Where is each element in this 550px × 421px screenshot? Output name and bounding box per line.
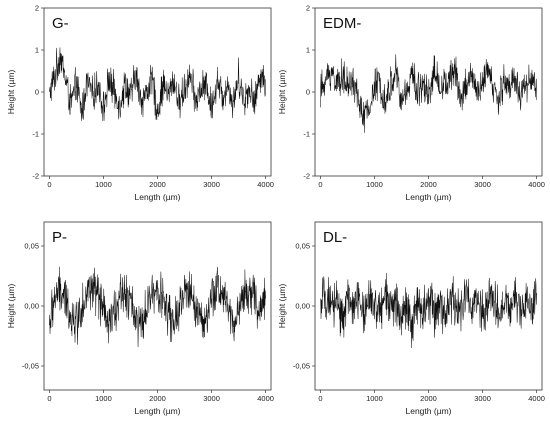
x-tick-label: 1000 — [366, 394, 383, 403]
y-tick-label: 1 — [306, 46, 310, 55]
x-tick-label: 3000 — [474, 180, 491, 189]
y-tick-label: -2 — [32, 172, 39, 181]
panel-label: DL- — [323, 229, 347, 246]
x-tick-label: 4000 — [257, 180, 274, 189]
y-tick-label: 0,05 — [295, 242, 310, 251]
panel-label: P- — [52, 229, 67, 246]
x-tick-label: 0 — [318, 180, 322, 189]
y-axis-title: Height (µm) — [6, 70, 16, 115]
chart-panel: 0 1000 2000 3000 4000 -2 -1 0 1 2 Length (µm) Heigh… — [6, 4, 274, 202]
x-tick-label: 3000 — [474, 394, 491, 403]
y-tick-label: 2 — [35, 4, 39, 13]
y-tick-label: -0,05 — [22, 362, 39, 371]
panel-label: G- — [52, 15, 69, 32]
x-axis-title: Length (µm) — [406, 192, 452, 202]
y-tick-label: 2 — [306, 4, 310, 13]
y-axis-title: Height (µm) — [277, 70, 287, 115]
x-tick-label: 4000 — [528, 394, 545, 403]
chart-panel: 0 1000 2000 3000 4000 -0,05 0,00 0,05 Length (µm… — [6, 221, 274, 416]
y-axis-title: Height (µm) — [277, 284, 287, 329]
x-axis-title: Length (µm) — [406, 406, 452, 416]
x-axis-title: Length (µm) — [135, 406, 181, 416]
profile-line — [49, 47, 266, 122]
x-tick-label: 3000 — [203, 180, 220, 189]
y-tick-label: 0 — [306, 88, 310, 97]
x-axis-title: Length (µm) — [135, 192, 181, 202]
y-tick-label: 1 — [35, 46, 39, 55]
y-tick-label: -2 — [303, 172, 310, 181]
y-tick-label: -1 — [32, 130, 39, 139]
profile-line — [320, 272, 537, 349]
chart-panel: 0 1000 2000 3000 4000 -2 -1 0 1 2 Length (µm) Heigh… — [277, 4, 545, 202]
chart-panel: 0 1000 2000 3000 4000 -0,05 0,00 0,05 Length (µm… — [277, 221, 545, 416]
x-tick-label: 4000 — [528, 180, 545, 189]
x-tick-label: 0 — [47, 394, 51, 403]
x-tick-label: 2000 — [420, 394, 437, 403]
y-tick-label: 0,00 — [24, 302, 39, 311]
x-tick-label: 1000 — [95, 394, 112, 403]
x-tick-label: 2000 — [149, 394, 166, 403]
x-tick-label: 3000 — [203, 394, 220, 403]
y-axis-title: Height (µm) — [6, 284, 16, 329]
y-tick-label: 0 — [35, 88, 39, 97]
y-tick-label: 0,00 — [295, 302, 310, 311]
x-tick-label: 0 — [318, 394, 322, 403]
profile-line — [320, 54, 537, 133]
x-tick-label: 1000 — [366, 180, 383, 189]
x-tick-label: 4000 — [257, 394, 274, 403]
y-tick-label: -1 — [303, 130, 310, 139]
x-tick-label: 2000 — [420, 180, 437, 189]
y-tick-label: -0,05 — [293, 362, 310, 371]
x-tick-label: 2000 — [149, 180, 166, 189]
x-tick-label: 1000 — [95, 180, 112, 189]
profile-line — [49, 266, 266, 347]
x-tick-label: 0 — [47, 180, 51, 189]
panel-label: EDM- — [323, 15, 361, 32]
y-tick-label: 0,05 — [24, 242, 39, 251]
